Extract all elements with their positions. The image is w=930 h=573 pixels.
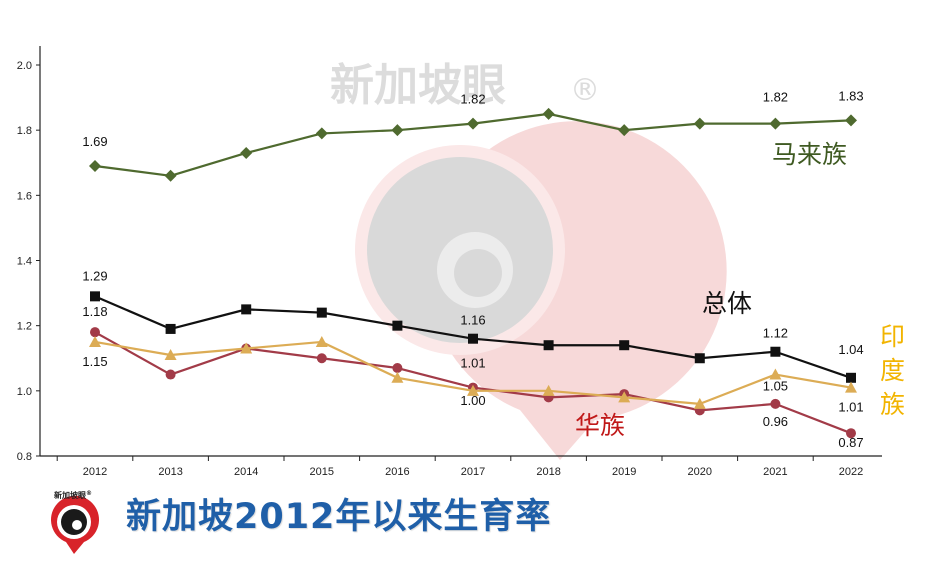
- watermark: 新加坡眼 ®: [330, 60, 727, 460]
- data-point: [467, 384, 479, 396]
- data-label: 1.15: [82, 354, 107, 369]
- data-point: [618, 124, 631, 137]
- data-point: [164, 169, 177, 182]
- data-point: [240, 342, 253, 354]
- data-point: [240, 146, 253, 159]
- data-point: [543, 340, 554, 351]
- data-point: [845, 114, 857, 127]
- data-point: [392, 363, 403, 374]
- data-label: 1.01: [838, 400, 863, 415]
- series-印度族: 1.15 1.00 1.05 1.01 印度族: [82, 322, 905, 419]
- logo-registered-mark: ®: [86, 490, 92, 497]
- x-tick-label: 2017: [461, 466, 485, 478]
- logo: [51, 495, 99, 554]
- data-label: 1.16: [460, 313, 485, 328]
- x-tick-label: 2020: [688, 466, 712, 478]
- data-point: [315, 127, 328, 140]
- data-label: 1.69: [82, 134, 107, 149]
- data-point: [770, 398, 781, 409]
- data-point: [694, 353, 705, 364]
- data-point: [89, 335, 101, 347]
- y-tick-label: 1.0: [17, 386, 32, 398]
- logo-text: 新加坡眼®: [54, 490, 92, 501]
- series-总体: 1.29 1.16 1.12 1.04 总体: [82, 268, 864, 383]
- data-point: [165, 369, 176, 380]
- y-tick-label: 2.0: [17, 60, 32, 72]
- data-point: [770, 346, 781, 357]
- data-label: 1.04: [838, 342, 863, 357]
- series-name-label: 度: [880, 356, 905, 385]
- data-point: [618, 391, 631, 403]
- data-label: 1.12: [763, 326, 788, 341]
- data-label: 0.87: [838, 435, 863, 450]
- data-label: 1.82: [460, 92, 485, 107]
- axes: 0.8 1.0 1.2 1.4 1.6 1.8 2.0 2012 2013 2014 2015 201…: [17, 46, 882, 478]
- data-point: [391, 124, 404, 137]
- data-point: [90, 291, 100, 302]
- x-tick-label: 2016: [385, 466, 409, 478]
- data-point: [542, 384, 555, 396]
- data-point: [542, 107, 555, 120]
- data-point: [90, 327, 100, 338]
- data-point: [164, 348, 177, 360]
- data-point: [693, 117, 706, 130]
- y-tick-label: 1.6: [17, 190, 32, 202]
- data-label: 1.00: [460, 393, 485, 408]
- x-tick-label: 2019: [612, 466, 636, 478]
- data-label: 1.18: [82, 304, 107, 319]
- data-point: [165, 323, 176, 334]
- x-tick-label: 2021: [763, 466, 787, 478]
- series-马来族: 1.69 1.82 1.82 1.83 马来族: [82, 88, 864, 182]
- data-label: 1.01: [460, 356, 485, 371]
- data-label: 1.82: [763, 90, 788, 105]
- x-tick-label: 2022: [839, 466, 863, 478]
- data-point: [846, 428, 856, 439]
- y-tick-label: 0.8: [17, 451, 32, 463]
- data-point: [467, 117, 479, 130]
- logo-name: 新加坡眼: [54, 491, 86, 500]
- x-tick-label: 2014: [234, 466, 258, 478]
- data-point: [845, 381, 857, 393]
- series-layer: 1.69 1.82 1.82 1.83 马来族 1.29 1.16 1.12 1.04 总体 1.1…: [82, 88, 905, 450]
- data-point: [316, 353, 327, 364]
- data-point: [89, 160, 101, 173]
- data-point: [619, 340, 630, 351]
- data-point: [392, 320, 403, 331]
- data-point: [468, 333, 478, 344]
- x-tick-label: 2018: [536, 466, 560, 478]
- x-tick-label: 2012: [83, 466, 107, 478]
- data-label: 1.83: [838, 88, 863, 103]
- x-tick-label: 2013: [158, 466, 182, 478]
- series-name-label: 华族: [575, 411, 625, 440]
- data-point: [316, 307, 327, 318]
- data-point: [769, 117, 782, 130]
- y-tick-label: 1.4: [17, 256, 32, 268]
- watermark-registered-mark: ®: [570, 73, 600, 108]
- x-tick-label: 2015: [310, 466, 334, 478]
- y-tick-label: 1.8: [17, 125, 32, 137]
- data-point: [846, 372, 856, 383]
- series-name-label: 印: [880, 322, 905, 351]
- series-name-label: 马来族: [772, 140, 847, 169]
- y-tick-label: 1.2: [17, 321, 32, 333]
- series-name-label: 族: [880, 390, 905, 419]
- series-name-label: 总体: [702, 289, 752, 318]
- data-point: [391, 371, 404, 383]
- data-point: [315, 335, 328, 347]
- watermark-text: 新加坡眼: [330, 60, 506, 111]
- data-point: [241, 304, 252, 315]
- data-point: [693, 397, 706, 409]
- data-point: [769, 368, 782, 380]
- data-label: 1.05: [763, 379, 788, 394]
- data-label: 1.29: [82, 268, 107, 283]
- data-label: 0.96: [763, 414, 788, 429]
- chart-title: 新加坡2012年以来生育率: [126, 497, 552, 537]
